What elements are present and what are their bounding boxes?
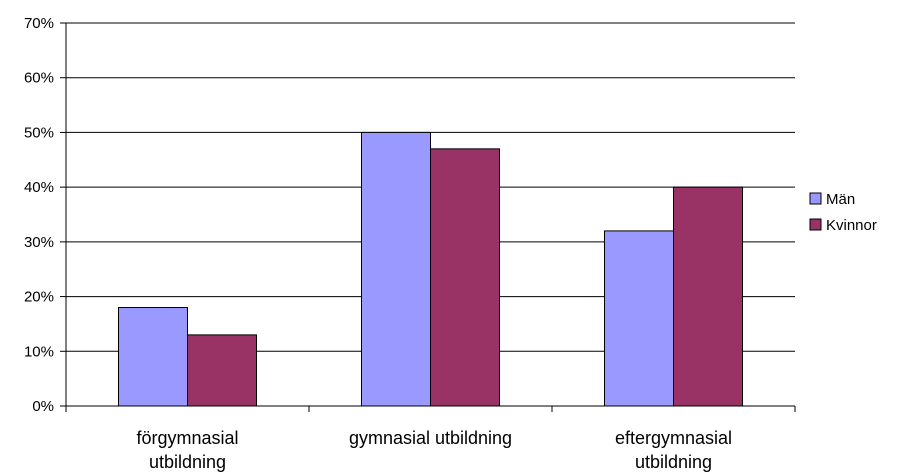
- x-category-labels: förgymnasial utbildning gymnasial utbildni…: [136, 428, 732, 472]
- bar-kvinnor-1: [430, 148, 500, 407]
- bar-m-n-2: [604, 230, 674, 407]
- legend-swatch: [809, 218, 822, 231]
- x-category-label: eftergymnasial: [615, 428, 732, 448]
- legend: Män Kvinnor: [809, 191, 877, 234]
- x-category-label: gymnasial utbildning: [349, 428, 512, 448]
- y-tick-label: 30%: [24, 234, 54, 251]
- y-tick-label: 60%: [24, 70, 54, 87]
- x-category-label: utbildning: [149, 452, 226, 472]
- y-tick-label: 40%: [24, 179, 54, 196]
- bar-kvinnor-2: [673, 186, 743, 407]
- bar-m-n-1: [361, 131, 431, 407]
- y-tick-label: 10%: [24, 343, 54, 360]
- legend-label: Män: [826, 191, 855, 208]
- y-tick-label: 0%: [32, 398, 54, 415]
- bar-kvinnor-0: [187, 334, 257, 407]
- x-category-label: förgymnasial: [136, 428, 238, 448]
- y-tick-labels: 0% 10% 20% 30% 40% 50% 60% 70%: [24, 15, 54, 415]
- axes: [60, 22, 796, 412]
- bars: [118, 131, 743, 407]
- y-tick-label: 20%: [24, 289, 54, 306]
- legend-label: Kvinnor: [826, 217, 877, 234]
- y-tick-label: 50%: [24, 124, 54, 141]
- bar-m-n-0: [118, 307, 188, 407]
- x-category-label: utbildning: [635, 452, 712, 472]
- legend-swatch: [809, 192, 822, 205]
- y-tick-label: 70%: [24, 15, 54, 32]
